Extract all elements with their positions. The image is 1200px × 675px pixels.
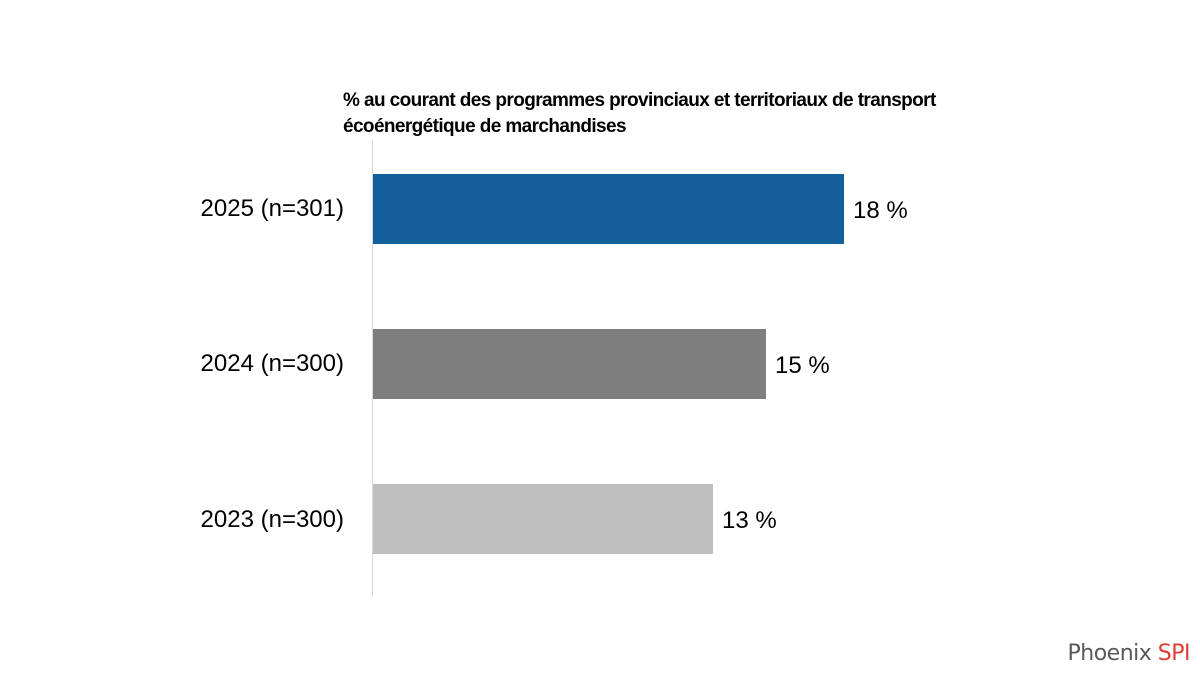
category-label-2023: 2023 (n=300) <box>200 506 344 533</box>
category-axis-line <box>372 140 373 597</box>
brand-name: Phoenix <box>1067 641 1152 666</box>
category-label-2025: 2025 (n=301) <box>200 195 344 222</box>
value-label-2025: 18 % <box>853 197 908 224</box>
chart-title-line-1: % au courant des programmes provinciaux … <box>343 90 936 111</box>
chart-title: % au courant des programmes provinciaux … <box>343 88 1023 140</box>
value-label-2023: 13 % <box>722 507 777 534</box>
chart-title-line-2: écoénergétique de marchandises <box>343 116 627 137</box>
bar-2023 <box>373 484 713 554</box>
category-label-2024: 2024 (n=300) <box>200 350 344 377</box>
bar-2025 <box>373 174 844 244</box>
value-label-2024: 15 % <box>775 352 830 379</box>
bar-2024 <box>373 329 766 399</box>
brand-accent: SPI <box>1157 641 1191 666</box>
brand-logo: Phoenix SPI <box>1067 641 1190 666</box>
